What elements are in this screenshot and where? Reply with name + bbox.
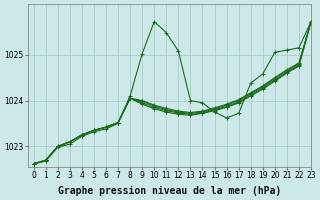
X-axis label: Graphe pression niveau de la mer (hPa): Graphe pression niveau de la mer (hPa)	[58, 186, 281, 196]
